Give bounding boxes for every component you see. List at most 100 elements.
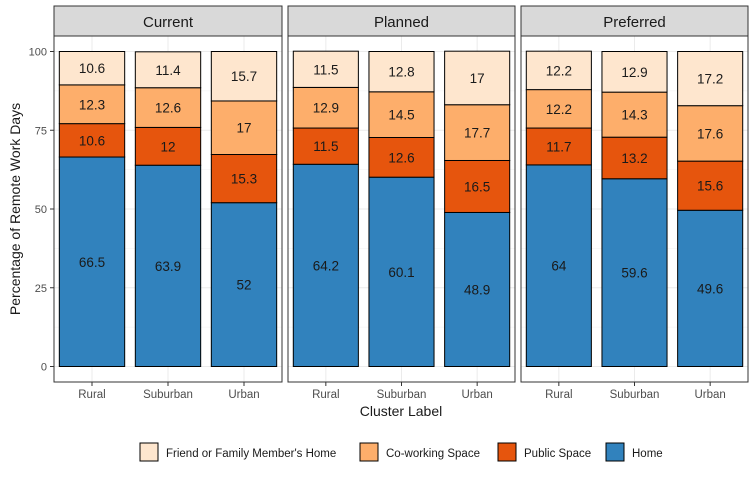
- bar-segment-preferred-urban-public-space: [677, 160, 744, 211]
- bar-segment-current-urban-home: [210, 202, 278, 367]
- bar-segment-planned-rural-friend-or-family-member-s-home: [292, 50, 359, 88]
- facet-title-preferred: Preferred: [603, 14, 666, 31]
- bar-segment-current-urban-friend-or-family-member-s-home: [210, 51, 278, 102]
- y-tick-label: 0: [41, 362, 47, 374]
- bar-segment-current-suburban-friend-or-family-member-s-home: [134, 51, 202, 89]
- bar-segment-preferred-rural-public-space: [525, 127, 592, 166]
- legend-label-co-working-space: Co-working Space: [386, 448, 480, 460]
- bar-segment-preferred-suburban-co-working-space: [601, 91, 668, 138]
- data-label: 63.9: [155, 259, 181, 274]
- bar-segment-planned-rural-public-space: [292, 127, 359, 165]
- data-label: 64.2: [313, 258, 339, 273]
- bar-segment-current-rural-home: [58, 156, 126, 367]
- legend-label-public-space: Public Space: [524, 448, 591, 460]
- data-label: 12.9: [621, 65, 647, 80]
- data-label: 15.3: [231, 172, 257, 187]
- facet-title-planned: Planned: [374, 14, 429, 31]
- data-label: 52: [236, 278, 251, 293]
- data-label: 16.5: [464, 179, 490, 194]
- data-label: 11.5: [313, 139, 338, 154]
- data-label: 17.2: [697, 72, 723, 87]
- bar-segment-current-suburban-co-working-space: [134, 87, 202, 128]
- legend-key-home: [605, 442, 625, 462]
- x-axis-title: Cluster Label: [360, 403, 443, 419]
- x-tick-label: Suburban: [377, 389, 427, 401]
- data-label: 14.3: [621, 108, 647, 123]
- bar-segment-preferred-rural-home: [525, 164, 592, 367]
- bar-segment-planned-suburban-home: [368, 176, 435, 367]
- data-label: 10.6: [79, 61, 105, 76]
- x-tick-label: Urban: [462, 389, 493, 401]
- data-label: 12.6: [155, 101, 181, 116]
- x-tick-label: Rural: [78, 389, 105, 401]
- data-label: 12: [160, 139, 175, 154]
- bar-segment-planned-rural-co-working-space: [292, 86, 359, 129]
- bar-segment-current-urban-public-space: [210, 154, 278, 204]
- data-label: 12.2: [546, 102, 572, 117]
- data-label: 11.4: [155, 63, 181, 78]
- y-tick-label: 50: [35, 204, 47, 216]
- data-label: 17: [470, 71, 485, 86]
- data-label: 11.5: [313, 62, 338, 77]
- y-tick-label: 25: [35, 283, 47, 295]
- facet-strip-planned: [287, 5, 516, 37]
- y-tick-label: 100: [29, 47, 47, 59]
- data-label: 12.8: [388, 65, 414, 80]
- data-label: 17: [236, 121, 251, 136]
- data-label: 14.5: [388, 108, 414, 123]
- data-label: 12.2: [546, 63, 572, 78]
- data-label: 12.6: [388, 150, 414, 165]
- legend-key-public-space: [497, 442, 517, 462]
- bar-segment-planned-suburban-friend-or-family-member-s-home: [368, 51, 435, 93]
- x-tick-label: Urban: [228, 389, 259, 401]
- data-label: 59.6: [621, 266, 647, 281]
- data-label: 60.1: [388, 265, 414, 280]
- data-label: 17.6: [697, 126, 723, 141]
- data-label: 48.9: [464, 282, 490, 297]
- bar-segment-current-rural-co-working-space: [58, 84, 126, 125]
- data-label: 64: [551, 259, 567, 274]
- bar-segment-preferred-urban-co-working-space: [677, 105, 744, 162]
- data-label: 49.6: [697, 281, 723, 296]
- facet-strip-current: [53, 5, 283, 37]
- legend-key-friend-or-family-member-s-home: [139, 442, 159, 462]
- bar-segment-current-suburban-home: [134, 164, 202, 367]
- data-label: 15.7: [231, 69, 257, 84]
- data-label: 13.2: [621, 151, 647, 166]
- legend-label-friend-or-family-member-s-home: Friend or Family Member's Home: [166, 448, 336, 460]
- bar-segment-planned-urban-public-space: [444, 159, 511, 213]
- data-label: 10.6: [79, 133, 105, 148]
- bar-segment-preferred-rural-friend-or-family-member-s-home: [525, 50, 592, 91]
- data-label: 15.6: [697, 179, 723, 194]
- x-tick-label: Rural: [545, 389, 572, 401]
- bar-segment-planned-suburban-co-working-space: [368, 91, 435, 138]
- bar-segment-preferred-suburban-public-space: [601, 136, 668, 180]
- bar-segment-preferred-suburban-home: [601, 178, 668, 367]
- facet-title-current: Current: [143, 14, 194, 31]
- bar-segment-current-rural-public-space: [58, 123, 126, 158]
- bar-segment-preferred-suburban-friend-or-family-member-s-home: [601, 51, 668, 93]
- bar-segment-current-urban-co-working-space: [210, 100, 278, 156]
- x-tick-label: Rural: [312, 389, 339, 401]
- bar-segment-planned-rural-home: [292, 163, 359, 367]
- bar-segment-current-suburban-public-space: [134, 126, 202, 166]
- bar-segment-current-rural-friend-or-family-member-s-home: [58, 51, 126, 86]
- y-axis-title: Percentage of Remote Work Days: [7, 103, 23, 315]
- bar-segment-planned-urban-friend-or-family-member-s-home: [444, 50, 511, 106]
- data-label: 12.9: [313, 101, 339, 116]
- bar-segment-preferred-rural-co-working-space: [525, 89, 592, 129]
- x-tick-label: Suburban: [610, 389, 660, 401]
- bar-segment-planned-suburban-public-space: [368, 136, 435, 178]
- legend-key-co-working-space: [359, 442, 379, 462]
- data-label: 11.7: [546, 139, 571, 154]
- x-tick-label: Suburban: [143, 389, 193, 401]
- facet-strip-preferred: [520, 5, 749, 37]
- y-tick-label: 75: [35, 125, 47, 137]
- x-tick-label: Urban: [695, 389, 726, 401]
- data-label: 12.3: [79, 97, 105, 112]
- bar-segment-preferred-urban-friend-or-family-member-s-home: [677, 51, 744, 107]
- data-label: 17.7: [464, 126, 490, 141]
- data-label: 66.5: [79, 255, 105, 270]
